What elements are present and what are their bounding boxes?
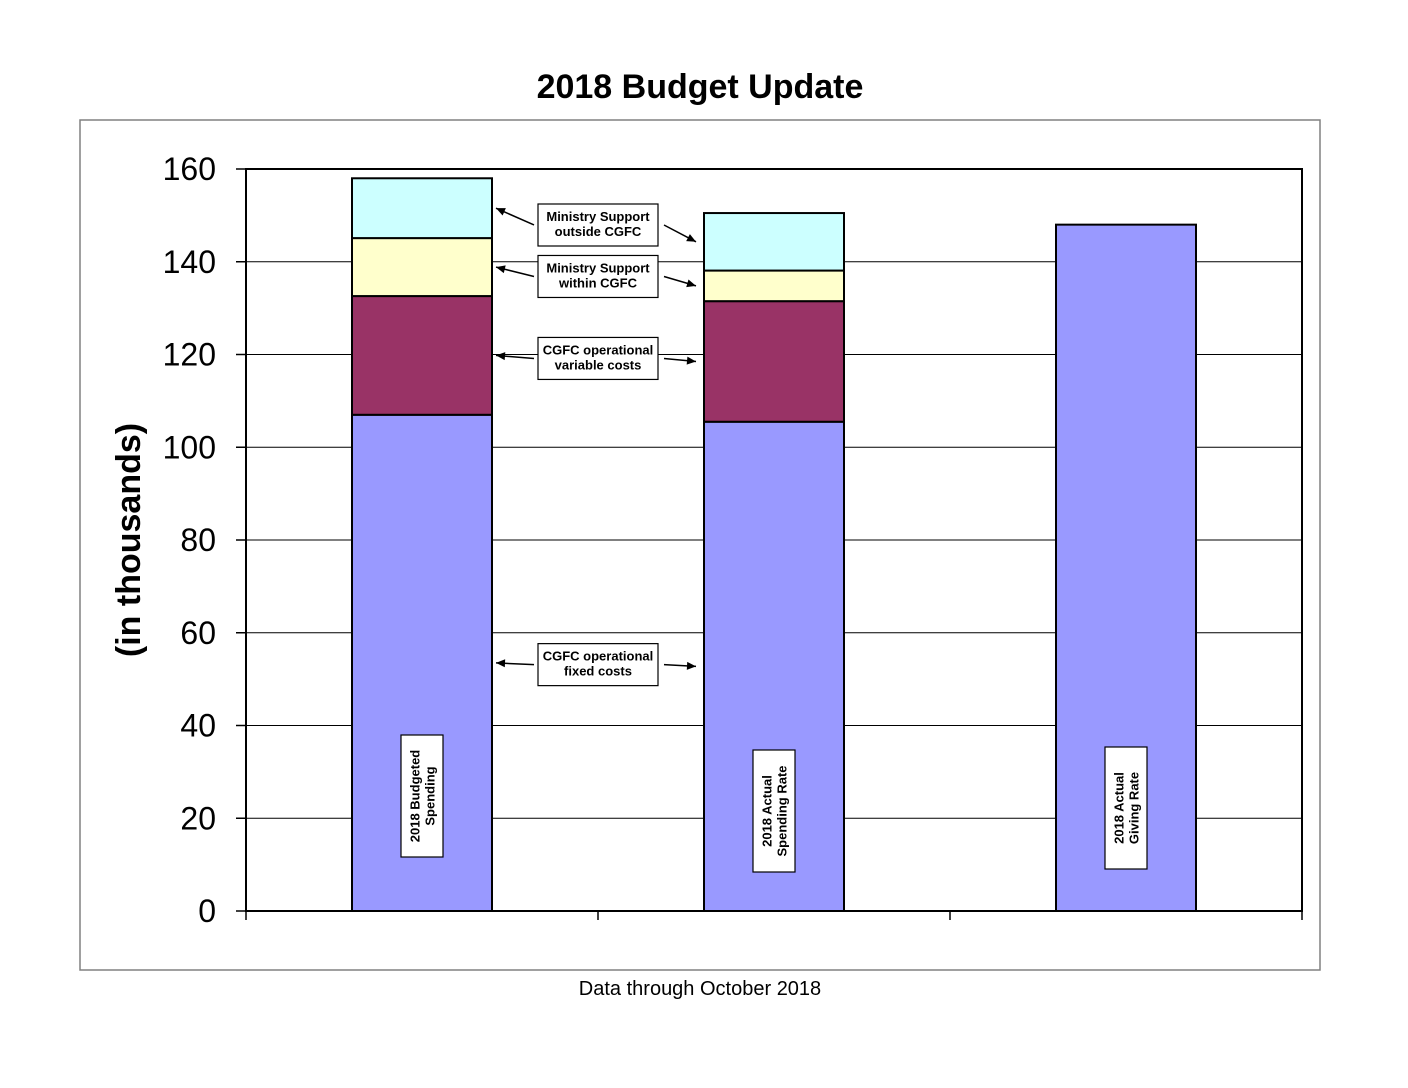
callout-text: fixed costs bbox=[564, 664, 632, 679]
arrow-head bbox=[686, 279, 696, 288]
y-tick-label: 160 bbox=[163, 151, 216, 187]
callout-box bbox=[537, 643, 659, 687]
callout-text: outside CGFC bbox=[555, 224, 642, 239]
bar-segment bbox=[703, 212, 845, 272]
bar-segment bbox=[351, 295, 493, 416]
y-tick-label: 140 bbox=[163, 244, 216, 280]
bar-label-text: 2018 Actual bbox=[760, 775, 775, 847]
bar-label-box bbox=[752, 749, 796, 873]
callout-text: CGFC operational bbox=[543, 649, 654, 664]
bar-segment bbox=[351, 237, 493, 298]
arrow-head bbox=[686, 356, 696, 365]
arrow-head bbox=[686, 661, 696, 670]
bar-label-text: 2018 Actual bbox=[1112, 772, 1127, 844]
arrow-head bbox=[496, 659, 506, 668]
chart-footnote: Data through October 2018 bbox=[579, 978, 821, 1000]
bar-label-box bbox=[1104, 746, 1148, 870]
arrow-head bbox=[686, 234, 696, 242]
callout-text: Ministry Support bbox=[546, 260, 650, 275]
y-tick-label: 60 bbox=[180, 615, 216, 651]
bar-label-text: Giving Rate bbox=[1127, 772, 1142, 844]
x-axis-ticks bbox=[245, 911, 1303, 920]
chart-title: 2018 Budget Update bbox=[537, 68, 864, 106]
y-tick-label: 0 bbox=[198, 893, 216, 929]
bar-label-text: 2018 Budgeted bbox=[408, 750, 423, 843]
arrow-head bbox=[496, 265, 506, 274]
y-tick-label: 20 bbox=[180, 800, 216, 836]
y-tick-label: 80 bbox=[180, 522, 216, 558]
y-axis-ticks: 0 20 40 60 80 100 120 140 160 bbox=[163, 151, 246, 929]
y-tick-label: 120 bbox=[163, 337, 216, 373]
callout-box bbox=[537, 203, 659, 247]
callout-text: Ministry Support bbox=[546, 209, 650, 224]
callout-box bbox=[537, 336, 659, 381]
callout-text: CGFC operational bbox=[543, 342, 654, 357]
bar-label-text: Spending Rate bbox=[775, 765, 790, 856]
bar-label-box bbox=[400, 734, 444, 858]
y-tick-label: 100 bbox=[163, 429, 216, 465]
callout-text: variable costs bbox=[555, 357, 642, 372]
bar-segment bbox=[351, 177, 493, 240]
bar-label-1: 2018 Actual Spending Rate bbox=[752, 749, 796, 873]
y-tick-label: 40 bbox=[180, 708, 216, 744]
bar-label-text: Spending bbox=[423, 766, 438, 825]
bar-label-2: 2018 Actual Giving Rate bbox=[1104, 746, 1148, 870]
arrow-head bbox=[496, 208, 506, 216]
bar-segment bbox=[703, 300, 845, 423]
callout-box bbox=[537, 254, 659, 299]
bar-labels: 2018 Budgeted Spending 2018 Actual Spending… bbox=[400, 734, 1148, 873]
bars bbox=[351, 177, 1197, 912]
arrow-head bbox=[496, 352, 506, 361]
y-axis-label: (in thousands) bbox=[110, 423, 148, 657]
bar-label-0: 2018 Budgeted Spending bbox=[400, 734, 444, 858]
callout-text: within CGFC bbox=[558, 275, 638, 290]
bar-segment bbox=[703, 269, 845, 303]
